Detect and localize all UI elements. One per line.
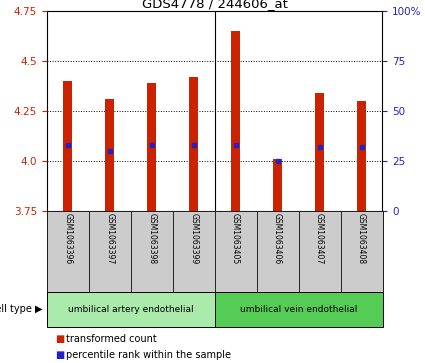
Title: GDS4778 / 244606_at: GDS4778 / 244606_at bbox=[142, 0, 288, 10]
Text: cell type ▶: cell type ▶ bbox=[0, 305, 42, 314]
Text: GSM1063408: GSM1063408 bbox=[357, 213, 366, 264]
Bar bbox=[298, 211, 340, 292]
Text: GSM1063396: GSM1063396 bbox=[63, 213, 72, 264]
Text: ■: ■ bbox=[55, 350, 65, 360]
Text: ■: ■ bbox=[55, 334, 65, 344]
Bar bbox=[215, 211, 257, 292]
Bar bbox=[147, 83, 156, 211]
Text: GSM1063407: GSM1063407 bbox=[315, 213, 324, 264]
Bar bbox=[231, 31, 240, 211]
Bar bbox=[257, 211, 298, 292]
Text: percentile rank within the sample: percentile rank within the sample bbox=[66, 350, 231, 360]
Text: GSM1063405: GSM1063405 bbox=[231, 213, 240, 264]
Bar bbox=[89, 211, 131, 292]
Text: umbilical artery endothelial: umbilical artery endothelial bbox=[68, 305, 193, 314]
Bar bbox=[340, 211, 382, 292]
Bar bbox=[189, 77, 198, 211]
Text: GSM1063406: GSM1063406 bbox=[273, 213, 282, 264]
Text: umbilical vein endothelial: umbilical vein endothelial bbox=[240, 305, 357, 314]
Bar bbox=[105, 99, 114, 211]
Bar bbox=[173, 211, 215, 292]
Text: GSM1063398: GSM1063398 bbox=[147, 213, 156, 264]
Bar bbox=[215, 292, 382, 327]
Text: GSM1063399: GSM1063399 bbox=[189, 213, 198, 264]
Bar bbox=[47, 292, 215, 327]
Bar bbox=[315, 93, 324, 211]
Bar bbox=[131, 211, 173, 292]
Bar bbox=[357, 101, 366, 211]
Bar bbox=[63, 81, 72, 211]
Text: GSM1063397: GSM1063397 bbox=[105, 213, 114, 264]
Text: transformed count: transformed count bbox=[66, 334, 157, 344]
Bar bbox=[273, 159, 282, 211]
Bar bbox=[47, 211, 89, 292]
